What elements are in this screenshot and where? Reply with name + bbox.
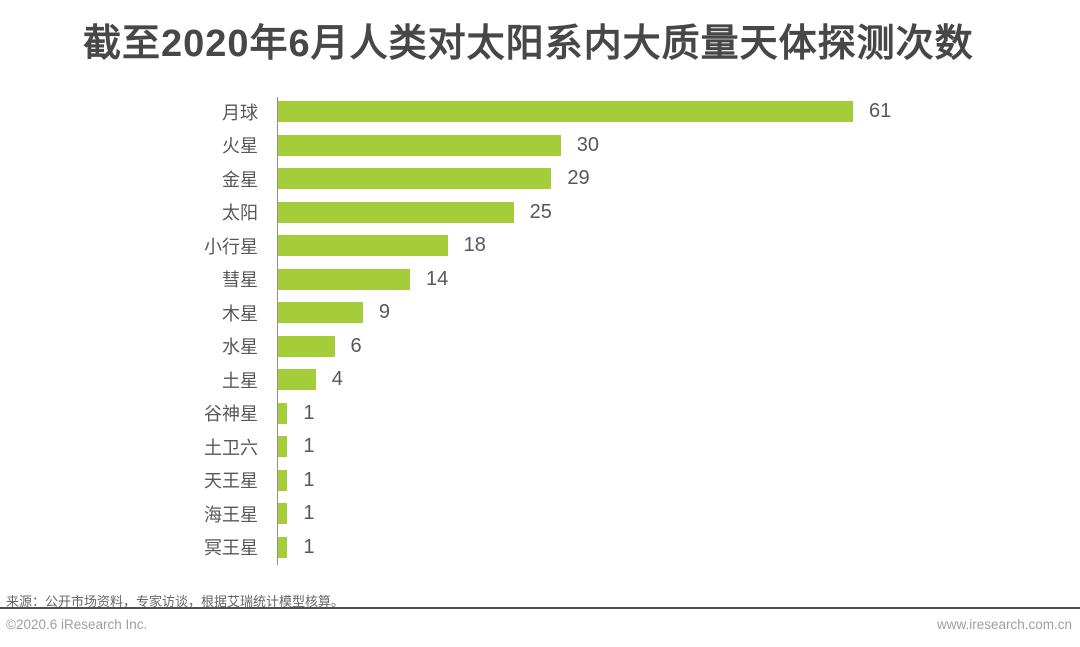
category-label: 水星 <box>222 337 258 358</box>
bar-row: 谷神星 1 <box>0 397 1080 431</box>
value-label: 6 <box>350 334 362 357</box>
bar-row: 彗星 14 <box>0 263 1080 297</box>
bar-row: 小行星 18 <box>0 229 1080 263</box>
value-label: 1 <box>303 502 315 525</box>
website-link[interactable]: www.iresearch.com.cn <box>936 617 1072 632</box>
value-label: 4 <box>331 368 343 391</box>
bar <box>278 436 288 458</box>
bar <box>278 168 552 190</box>
bar <box>278 235 448 257</box>
category-label: 土卫六 <box>204 437 258 458</box>
category-label: 天王星 <box>204 471 258 492</box>
bar-row: 土卫六 1 <box>0 430 1080 464</box>
bar-row: 太阳 25 <box>0 196 1080 230</box>
footer-divider <box>0 607 1080 609</box>
category-label: 谷神星 <box>204 404 258 425</box>
copyright-text: ©2020.6 iResearch Inc. <box>6 617 148 632</box>
bar-row: 月球 61 <box>0 95 1080 129</box>
category-label: 月球 <box>222 102 258 123</box>
value-label: 1 <box>303 468 315 491</box>
category-label: 海王星 <box>204 504 258 525</box>
bar-row: 水星 6 <box>0 330 1080 364</box>
bar <box>278 369 316 391</box>
category-label: 木星 <box>222 303 258 324</box>
bar <box>278 402 288 424</box>
bar <box>278 302 363 324</box>
value-label: 29 <box>567 167 590 190</box>
bar <box>278 503 288 525</box>
category-label: 冥王星 <box>204 538 258 559</box>
value-label: 1 <box>303 401 315 424</box>
source-note: 来源：公开市场资料，专家访谈，根据艾瑞统计模型核算。 <box>6 594 345 609</box>
bar-row: 冥王星 1 <box>0 531 1080 565</box>
value-label: 9 <box>378 301 390 324</box>
bar-row: 金星 29 <box>0 162 1080 196</box>
category-label: 太阳 <box>222 203 258 224</box>
bar <box>278 201 514 223</box>
value-label: 1 <box>303 435 315 458</box>
category-label: 火星 <box>222 136 258 157</box>
value-label: 14 <box>425 267 449 290</box>
value-label: 1 <box>303 535 315 558</box>
category-label: 彗星 <box>222 270 258 291</box>
bar <box>278 101 853 123</box>
bar <box>278 536 288 558</box>
bar-row: 木星 9 <box>0 296 1080 330</box>
bar-row: 天王星 1 <box>0 464 1080 498</box>
bar <box>278 268 410 290</box>
bar <box>278 134 561 156</box>
y-axis-line <box>277 97 278 565</box>
value-label: 25 <box>529 200 552 223</box>
value-label: 61 <box>869 100 892 123</box>
bar-chart: 月球 61 火星 30 金星 29 太阳 25 小行星 18 彗星 14 木星 9 水星 6 土星 4 谷神星 1 土卫… <box>0 95 1080 565</box>
bar <box>278 335 335 357</box>
category-label: 小行星 <box>204 236 258 257</box>
bar-rows: 月球 61 火星 30 金星 29 太阳 25 小行星 18 彗星 14 木星 9 水星 6 土星 4 谷神星 1 土卫… <box>0 95 1080 564</box>
value-label: 30 <box>576 133 600 156</box>
category-label: 土星 <box>222 370 258 391</box>
chart-title: 截至2020年6月人类对太阳系内大质量天体探测次数 <box>83 23 974 65</box>
bar-row: 火星 30 <box>0 129 1080 163</box>
bar-row: 土星 4 <box>0 363 1080 397</box>
value-label: 18 <box>463 234 486 257</box>
category-label: 金星 <box>222 169 258 190</box>
bar-row: 海王星 1 <box>0 497 1080 531</box>
bar <box>278 469 288 491</box>
